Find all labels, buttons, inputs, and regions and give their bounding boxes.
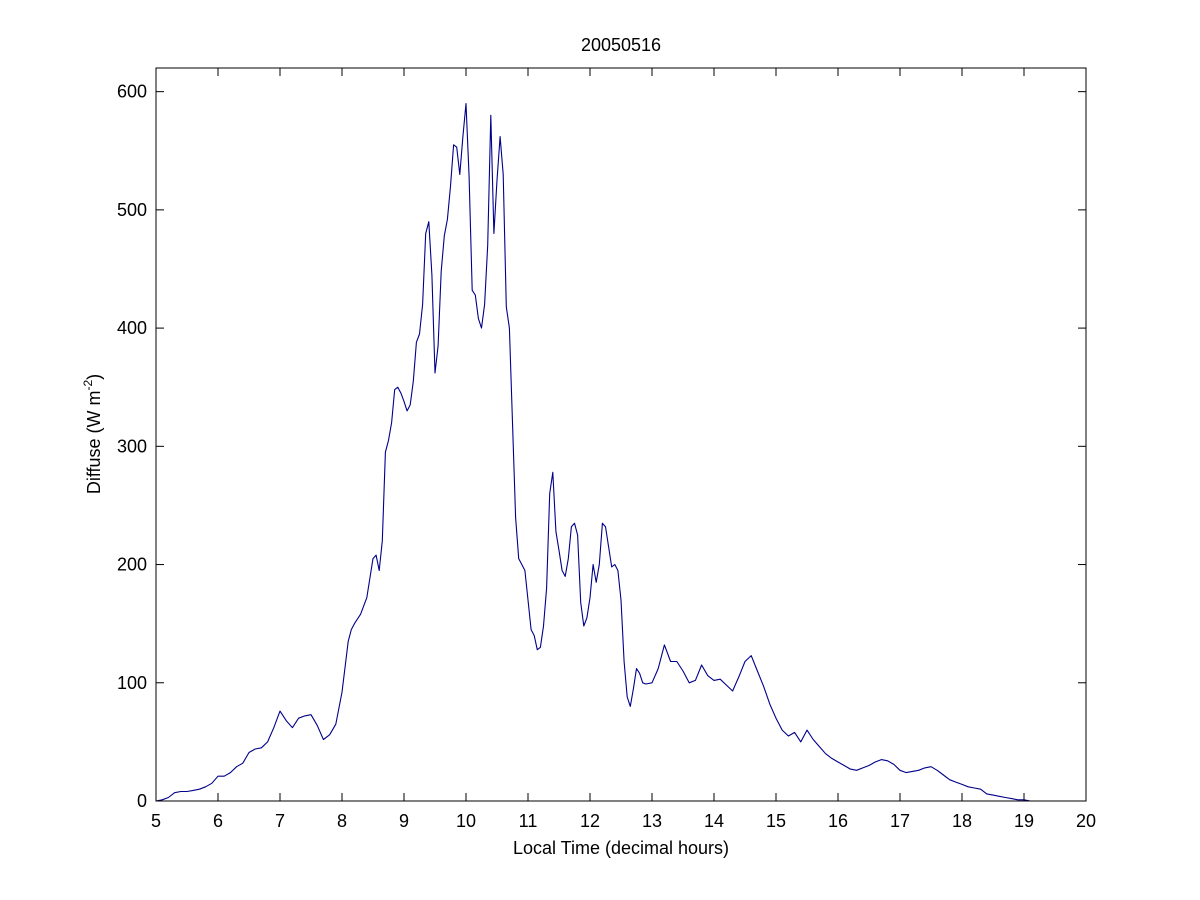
series-line-0 [155, 102, 1034, 802]
x-tick-label: 10 [456, 811, 476, 831]
x-tick-label: 7 [275, 811, 285, 831]
x-tick-label: 15 [766, 811, 786, 831]
x-tick-label: 17 [890, 811, 910, 831]
y-tick-label: 100 [117, 673, 147, 693]
x-tick-label: 14 [704, 811, 724, 831]
ticks-layer: 5 6 7 8 9 10 11 12 13 14 15 16 17 18 19 200100200300400… [117, 68, 1096, 831]
x-tick-label: 9 [399, 811, 409, 831]
x-tick-label: 19 [1014, 811, 1034, 831]
y-tick-label: 400 [117, 318, 147, 338]
y-axis-label-suffix: ) [84, 374, 104, 380]
y-tick-label: 200 [117, 555, 147, 575]
series-layer [155, 102, 1034, 802]
x-tick-label: 5 [151, 811, 161, 831]
y-tick-label: 600 [117, 82, 147, 102]
plot-area [156, 68, 1086, 801]
x-tick-label: 20 [1076, 811, 1096, 831]
x-tick-label: 12 [580, 811, 600, 831]
y-axis-label-main: Diffuse (W m [84, 390, 104, 494]
x-tick-label: 18 [952, 811, 972, 831]
y-tick-label: 300 [117, 436, 147, 456]
axes-box [155, 67, 1087, 802]
x-tick-label: 8 [337, 811, 347, 831]
x-tick-label: 13 [642, 811, 662, 831]
y-axis-label-superscript: -2 [81, 379, 95, 390]
y-tick-label: 0 [137, 791, 147, 811]
y-tick-label: 500 [117, 200, 147, 220]
x-tick-label: 6 [213, 811, 223, 831]
y-axis-label: Diffuse (W m-2) [81, 374, 104, 494]
chart-title: 20050516 [581, 35, 661, 55]
x-tick-label: 11 [519, 811, 538, 831]
x-axis-label: Local Time (decimal hours) [513, 838, 729, 858]
x-tick-label: 16 [828, 811, 848, 831]
